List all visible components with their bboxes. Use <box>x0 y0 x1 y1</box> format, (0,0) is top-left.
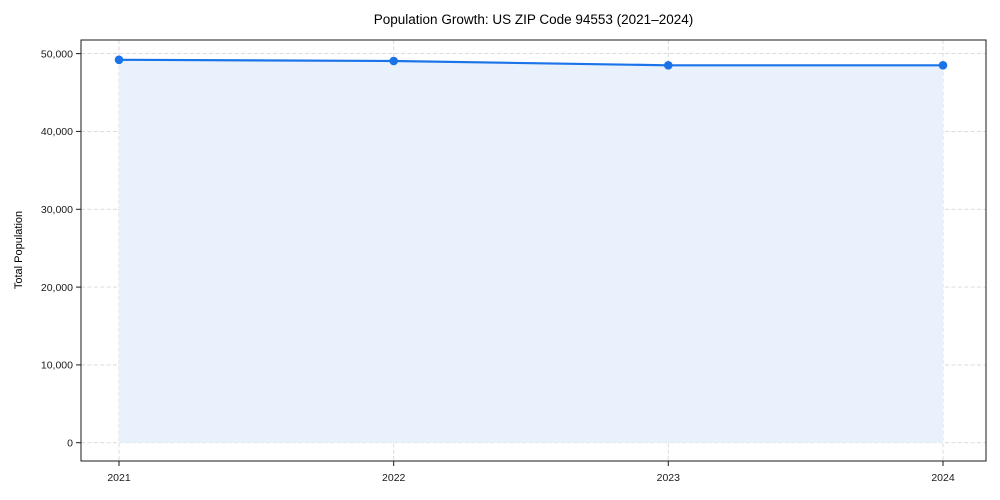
x-tick-label: 2024 <box>931 472 955 484</box>
y-tick-label: 10,000 <box>41 360 73 372</box>
y-tick-label: 50,000 <box>41 48 73 60</box>
area-fill <box>119 59 943 443</box>
x-tick-label: 2023 <box>657 472 681 484</box>
data-line <box>117 58 945 67</box>
y-tick-label: 0 <box>67 437 73 449</box>
plot-border <box>80 39 987 462</box>
chart-title: Population Growth: US ZIP Code 94553 (20… <box>373 12 694 27</box>
data-point-2022 <box>389 56 399 66</box>
data-point-2021 <box>114 55 124 65</box>
x-tick-label: 2021 <box>107 472 131 484</box>
y-axis-label: Total Population <box>13 210 25 290</box>
y-tick-label: 40,000 <box>41 126 73 138</box>
y-tick-label: 20,000 <box>41 282 73 294</box>
data-point-2024 <box>938 61 948 70</box>
data-point-2023 <box>664 61 673 70</box>
y-tick-label: 30,000 <box>41 204 73 216</box>
x-tick-label: 2022 <box>382 472 406 484</box>
